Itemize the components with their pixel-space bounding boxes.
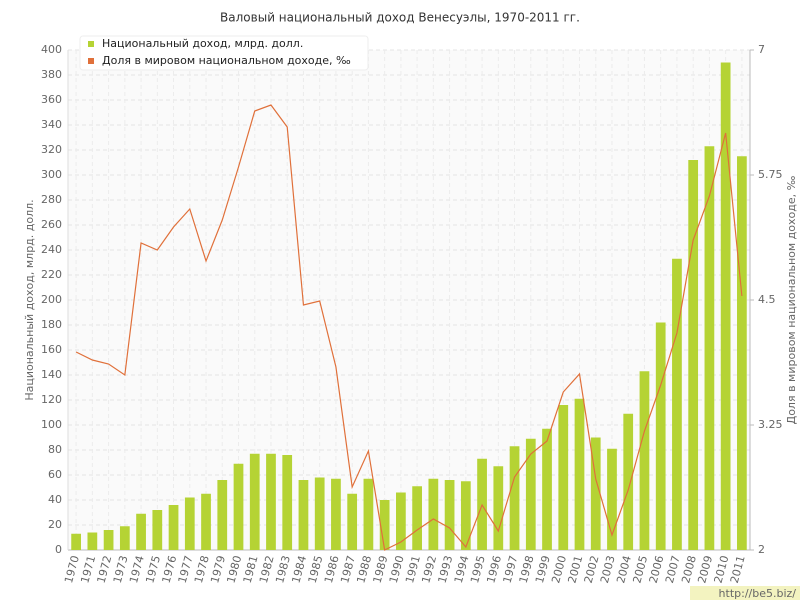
watermark-bg [690, 586, 800, 600]
bar [607, 448, 617, 550]
bar [590, 437, 601, 550]
bar [266, 453, 276, 550]
y-tick-label: 160 [41, 343, 62, 356]
y-tick-label: 40 [48, 493, 62, 506]
y-tick-label: 400 [41, 43, 62, 56]
y2-tick-label: 2 [758, 543, 765, 556]
y-tick-label: 340 [41, 118, 62, 131]
bar [509, 446, 520, 550]
bar [168, 505, 179, 550]
y2-tick-label: 3.25 [758, 418, 783, 431]
y-tick-label: 240 [41, 243, 62, 256]
line [75, 104, 743, 551]
legend-label: Доля в мировом национальном доходе, ‰ [102, 54, 351, 67]
bar [152, 510, 163, 550]
bar [119, 526, 130, 550]
bar [103, 530, 114, 550]
bar [444, 480, 455, 550]
bar [412, 486, 422, 550]
y-tick-label: 180 [41, 318, 62, 331]
y-tick-label: 380 [41, 68, 62, 81]
bar [574, 398, 585, 550]
y-tick-label: 360 [41, 93, 62, 106]
y-tick-label: 0 [55, 543, 62, 556]
bar [71, 533, 81, 550]
bar [558, 405, 569, 550]
bar [282, 455, 293, 550]
y-tick-label: 260 [41, 218, 62, 231]
bar [688, 160, 699, 550]
y-tick-label: 280 [41, 193, 62, 206]
bar [655, 322, 666, 550]
bar [428, 478, 439, 550]
bar [314, 477, 325, 550]
chart-title: Валовый национальный доход Венесуэлы, 19… [220, 11, 580, 25]
y2-tick-label: 4.5 [758, 293, 776, 306]
bar [737, 156, 747, 550]
bar [331, 478, 341, 550]
y2-tick-label: 5.75 [758, 168, 783, 181]
bar [396, 492, 406, 550]
bar [460, 481, 471, 550]
bar [720, 62, 731, 550]
bar [184, 497, 195, 550]
bar [639, 371, 650, 550]
y-tick-label: 320 [41, 143, 62, 156]
bar [347, 493, 358, 550]
y-tick-label: 120 [41, 393, 62, 406]
y-axis-title: Национальный доход, млрд. долл. [23, 199, 36, 400]
bar [87, 532, 98, 550]
bar [379, 500, 390, 550]
legend: Национальный доход, млрд. долл. Доля в ми… [79, 35, 369, 71]
y-tick-label: 60 [48, 468, 62, 481]
bar [623, 413, 634, 550]
bar [672, 258, 682, 550]
bar [363, 478, 374, 550]
y2-axis-title: Доля в мировом национальном доходе, ‰ [785, 175, 798, 424]
y-tick-label: 200 [41, 293, 62, 306]
y-tick-label: 100 [41, 418, 62, 431]
bar [704, 146, 715, 550]
legend-swatch [88, 58, 94, 64]
legend-label: Национальный доход, млрд. долл. [102, 37, 303, 50]
y-tick-label: 80 [48, 443, 62, 456]
bar [249, 453, 260, 550]
bar [217, 480, 228, 550]
bar [542, 428, 552, 550]
y-tick-label: 220 [41, 268, 62, 281]
y-tick-label: 300 [41, 168, 62, 181]
legend-box [79, 35, 369, 71]
bar [298, 480, 309, 550]
legend-swatch [88, 41, 94, 47]
bar [201, 493, 211, 550]
watermark: http://be5.biz/ [719, 587, 797, 600]
bar [136, 513, 146, 550]
bar [233, 463, 244, 550]
bar [525, 438, 536, 550]
y-tick-label: 20 [48, 518, 62, 531]
bar [493, 466, 504, 550]
y2-tick-label: 7 [758, 43, 765, 56]
y-tick-label: 140 [41, 368, 62, 381]
